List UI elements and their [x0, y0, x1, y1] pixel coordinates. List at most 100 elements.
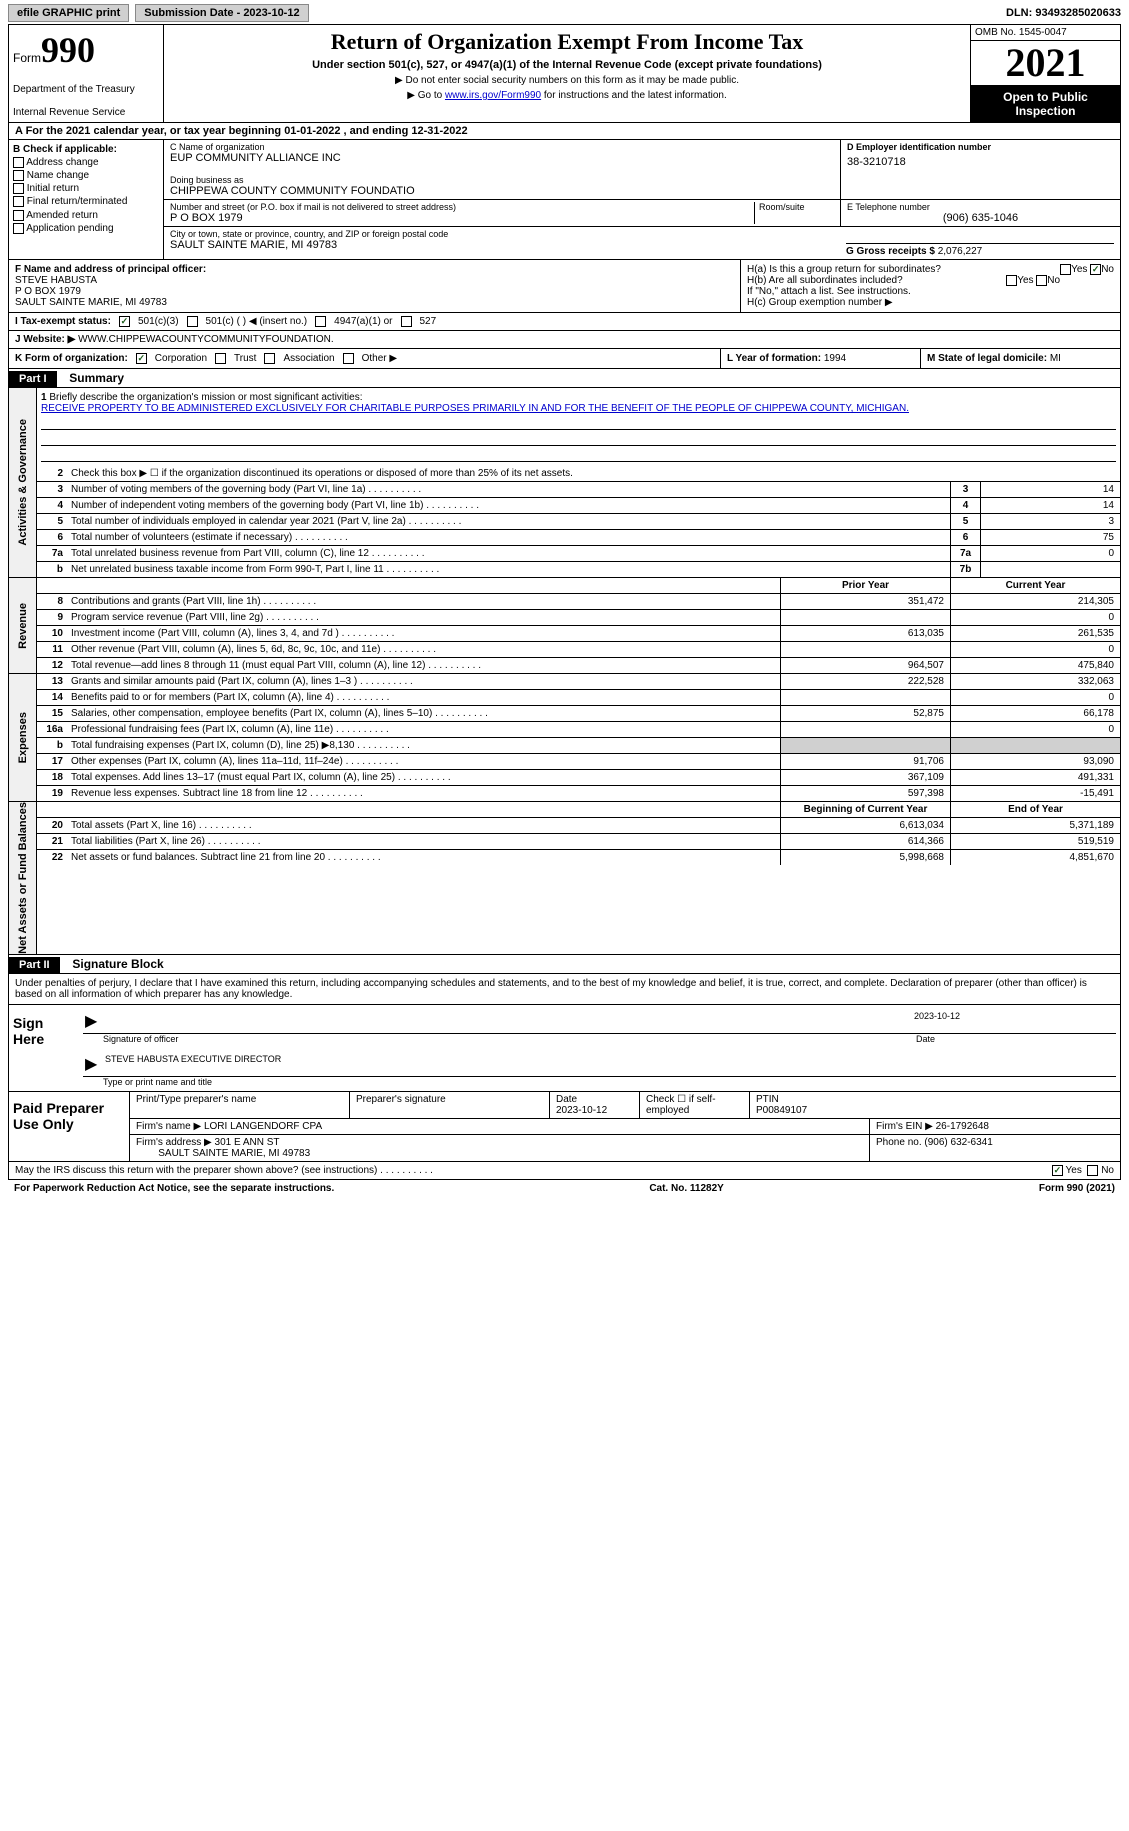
chk-address[interactable]: Address change	[13, 157, 159, 168]
firm-phone: (906) 632-6341	[924, 1137, 992, 1148]
chk-final[interactable]: Final return/terminated	[13, 196, 159, 207]
phone-label: E Telephone number	[847, 202, 1114, 212]
hb-label: H(b) Are all subordinates included?	[747, 275, 903, 286]
line14-desc: Benefits paid to or for members (Part IX…	[67, 690, 780, 705]
chk-amended[interactable]: Amended return	[13, 210, 159, 221]
summary-netassets: Net Assets or Fund Balances Beginning of…	[8, 802, 1121, 955]
line19-desc: Revenue less expenses. Subtract line 18 …	[67, 786, 780, 801]
firm-name: LORI LANGENDORF CPA	[204, 1121, 322, 1132]
efile-button[interactable]: efile GRAPHIC print	[8, 4, 129, 22]
chk-discuss-no[interactable]	[1087, 1165, 1098, 1176]
lineb-value	[980, 562, 1120, 577]
line19-current: -15,491	[950, 786, 1120, 801]
hb-note: If "No," attach a list. See instructions…	[747, 286, 1114, 297]
line12-current: 475,840	[950, 658, 1120, 673]
cat-no: Cat. No. 11282Y	[649, 1183, 723, 1194]
line4-desc: Number of independent voting members of …	[67, 498, 950, 513]
officer-addr1: P O BOX 1979	[15, 286, 81, 297]
officer-addr2: SAULT SAINTE MARIE, MI 49783	[15, 297, 167, 308]
line7a-desc: Total unrelated business revenue from Pa…	[67, 546, 950, 561]
line5-desc: Total number of individuals employed in …	[67, 514, 950, 529]
line17-current: 93,090	[950, 754, 1120, 769]
line7a-value: 0	[980, 546, 1120, 561]
officer-name-title: STEVE HABUSTA EXECUTIVE DIRECTOR	[105, 1054, 1114, 1074]
line8-desc: Contributions and grants (Part VIII, lin…	[67, 594, 780, 609]
line6-value: 75	[980, 530, 1120, 545]
col-prior: Prior Year	[780, 578, 950, 593]
line16a-prior	[780, 722, 950, 737]
line22-desc: Net assets or fund balances. Subtract li…	[67, 850, 780, 865]
line21-desc: Total liabilities (Part X, line 26)	[67, 834, 780, 849]
firm-addr2: SAULT SAINTE MARIE, MI 49783	[158, 1148, 310, 1159]
note-ssn: ▶ Do not enter social security numbers o…	[172, 75, 962, 86]
row-j: J Website: ▶ WWW.CHIPPEWACOUNTYCOMMUNITY…	[8, 331, 1121, 349]
chk-pending[interactable]: Application pending	[13, 223, 159, 234]
sign-here-label: Sign Here	[9, 1005, 79, 1091]
note-link: ▶ Go to www.irs.gov/Form990 for instruct…	[172, 90, 962, 101]
discuss-row: May the IRS discuss this return with the…	[8, 1162, 1121, 1180]
dept-treasury: Department of the Treasury	[13, 84, 159, 95]
irs-link[interactable]: www.irs.gov/Form990	[445, 90, 541, 101]
line10-current: 261,535	[950, 626, 1120, 641]
line17-prior: 91,706	[780, 754, 950, 769]
addr-label: Number and street (or P.O. box if mail i…	[170, 202, 754, 212]
firm-ein: 26-1792648	[936, 1121, 989, 1132]
summary-expenses: Expenses 13Grants and similar amounts pa…	[8, 674, 1121, 802]
chk-other[interactable]	[343, 353, 354, 364]
chk-name[interactable]: Name change	[13, 170, 159, 181]
gross-label: G Gross receipts $	[846, 246, 935, 257]
declaration-text: Under penalties of perjury, I declare th…	[8, 974, 1121, 1005]
omb-number: OMB No. 1545-0047	[971, 25, 1120, 41]
line10-prior: 613,035	[780, 626, 950, 641]
line9-current: 0	[950, 610, 1120, 625]
col-begin: Beginning of Current Year	[780, 802, 950, 817]
paid-preparer-block: Paid Preparer Use Only Print/Type prepar…	[8, 1092, 1121, 1162]
line18-prior: 367,109	[780, 770, 950, 785]
line11-prior	[780, 642, 950, 657]
vtab-expenses: Expenses	[17, 712, 29, 763]
chk-501c3[interactable]	[119, 316, 130, 327]
lineb-desc: Total fundraising expenses (Part IX, col…	[67, 738, 780, 753]
vtab-revenue: Revenue	[17, 603, 29, 649]
irs-label: Internal Revenue Service	[13, 107, 159, 118]
line13-prior: 222,528	[780, 674, 950, 689]
chk-corp[interactable]	[136, 353, 147, 364]
line15-desc: Salaries, other compensation, employee b…	[67, 706, 780, 721]
chk-trust[interactable]	[215, 353, 226, 364]
chk-501c[interactable]	[187, 316, 198, 327]
officer-label: F Name and address of principal officer:	[15, 264, 206, 275]
sig-date: 2023-10-12	[914, 1011, 1114, 1031]
firm-addr1: 301 E ANN ST	[215, 1137, 280, 1148]
year-formation: 1994	[824, 353, 846, 364]
part2-title: Signature Block	[62, 955, 173, 973]
room-label: Room/suite	[759, 202, 834, 212]
line3-value: 14	[980, 482, 1120, 497]
addr-value: P O BOX 1979	[170, 212, 754, 224]
line19-prior: 597,398	[780, 786, 950, 801]
col-current: Current Year	[950, 578, 1120, 593]
open-public: Open to Public Inspection	[971, 86, 1120, 122]
chk-discuss-yes[interactable]	[1052, 1165, 1063, 1176]
lineb-current	[950, 738, 1120, 753]
line10-desc: Investment income (Part VIII, column (A)…	[67, 626, 780, 641]
ein-label: D Employer identification number	[847, 142, 1114, 152]
line20-current: 5,371,189	[950, 818, 1120, 833]
hc-label: H(c) Group exemption number ▶	[747, 297, 1114, 308]
city-label: City or town, state or province, country…	[170, 229, 834, 239]
line11-desc: Other revenue (Part VIII, column (A), li…	[67, 642, 780, 657]
line9-prior	[780, 610, 950, 625]
summary-revenue: Revenue Prior YearCurrent Year 8Contribu…	[8, 578, 1121, 674]
line8-prior: 351,472	[780, 594, 950, 609]
line15-current: 66,178	[950, 706, 1120, 721]
line20-prior: 6,613,034	[780, 818, 950, 833]
org-name-label: C Name of organization	[170, 142, 834, 152]
line18-desc: Total expenses. Add lines 13–17 (must eq…	[67, 770, 780, 785]
chk-4947[interactable]	[315, 316, 326, 327]
chk-initial[interactable]: Initial return	[13, 183, 159, 194]
chk-527[interactable]	[401, 316, 412, 327]
part1-header: Part I	[9, 371, 57, 387]
chk-assoc[interactable]	[264, 353, 275, 364]
line22-prior: 5,998,668	[780, 850, 950, 865]
dba-label: Doing business as	[170, 175, 834, 185]
line13-desc: Grants and similar amounts paid (Part IX…	[67, 674, 780, 689]
